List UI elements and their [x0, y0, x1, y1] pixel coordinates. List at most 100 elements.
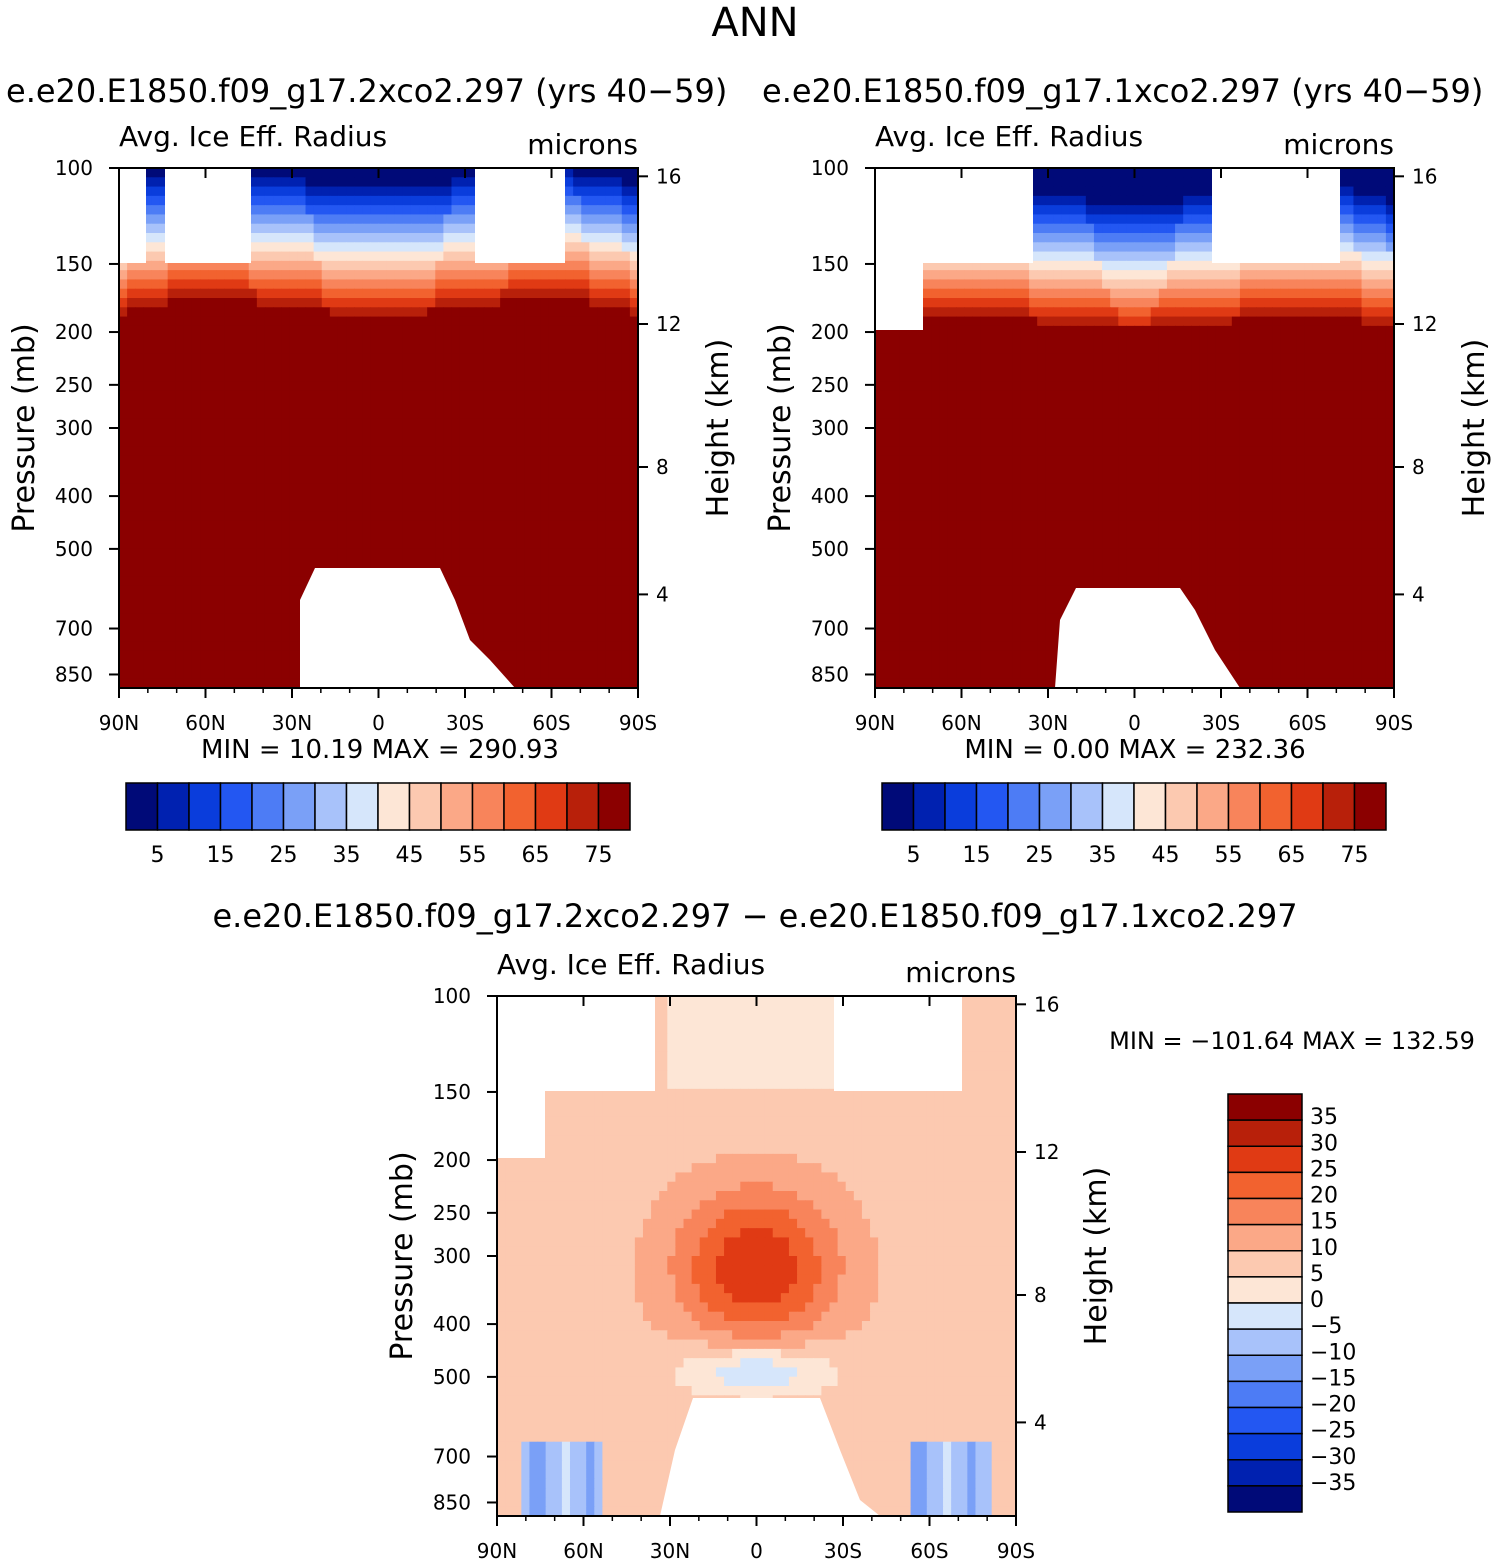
contour-cell: [532, 576, 542, 587]
contour-cell: [143, 660, 153, 671]
contour-cell: [621, 428, 631, 438]
contour-cell: [573, 270, 582, 281]
contour-cell: [1069, 353, 1079, 364]
contour-cell: [1118, 233, 1127, 243]
contour-cell: [281, 260, 290, 271]
contour-cell: [183, 650, 193, 661]
contour-cell: [548, 381, 558, 392]
contour-cell: [1150, 195, 1160, 206]
contour-cell: [208, 567, 217, 578]
contour-cell: [256, 325, 266, 336]
contour-cell: [191, 437, 201, 448]
contour-cell: [427, 214, 436, 225]
contour-cell: [281, 409, 290, 420]
contour-cell: [532, 493, 542, 503]
contour-cell: [289, 595, 299, 606]
contour-cell: [175, 502, 185, 513]
contour-cell: [1280, 316, 1290, 327]
contour-cell: [135, 669, 144, 680]
contour-cell: [516, 613, 526, 624]
contour-cell: [232, 437, 242, 448]
contour-cell: [467, 363, 477, 373]
contour-cell: [1102, 307, 1111, 318]
right-case-title: e.e20.E1850.f09_g17.1xco2.297 (yrs 40−59…: [762, 72, 1484, 110]
contour-cell: [1166, 233, 1176, 243]
contour-cell: [167, 585, 177, 596]
contour-cell: [216, 279, 226, 290]
contour-cell: [313, 390, 323, 401]
contour-cell: [1361, 186, 1371, 197]
contour-cell: [119, 595, 128, 606]
contour-cell: [581, 548, 590, 559]
contour-cell: [996, 325, 1006, 336]
contour-cell: [443, 446, 453, 457]
contour-cell: [281, 474, 290, 485]
contour-cell: [629, 678, 639, 689]
contour-cell: [370, 325, 380, 336]
contour-cell: [151, 632, 161, 643]
contour-cell: [565, 428, 574, 438]
contour-cell: [151, 288, 161, 299]
contour-cell: [410, 307, 420, 318]
contour-cell: [370, 437, 380, 448]
contour-cell: [1085, 279, 1095, 290]
contour-cell: [273, 177, 282, 188]
contour-cell: [1134, 307, 1144, 318]
contour-cell: [273, 390, 282, 401]
contour-cell: [1223, 260, 1233, 271]
contour-cell: [475, 641, 485, 652]
contour-cell: [240, 335, 250, 346]
contour-cell: [524, 465, 534, 476]
contour-cell: [167, 455, 177, 466]
contour-cell: [354, 195, 363, 206]
contour-cell: [248, 335, 258, 346]
contour-cell: [313, 446, 323, 457]
contour-cell: [313, 177, 323, 188]
contour-cell: [1191, 233, 1200, 243]
contour-cell: [451, 483, 461, 494]
contour-cell: [629, 344, 639, 355]
contour-cell: [435, 446, 444, 457]
contour-cell: [1134, 270, 1144, 281]
contour-cell: [565, 400, 574, 411]
contour-cell: [297, 177, 307, 188]
contour-cell: [143, 604, 153, 615]
contour-cell: [492, 335, 501, 346]
contour-cell: [939, 344, 949, 355]
contour-cell: [556, 520, 566, 531]
contour-cell: [589, 168, 599, 178]
contour-cell: [305, 418, 315, 429]
contour-cell: [573, 177, 582, 188]
contour-cell: [208, 613, 217, 624]
contour-cell: [540, 604, 550, 615]
contour-cell: [1377, 223, 1387, 234]
missing-data-region: [475, 168, 565, 263]
contour-cell: [597, 446, 607, 457]
contour-cell: [1150, 251, 1160, 262]
contour-cell: [289, 372, 299, 383]
contour-cell: [589, 325, 599, 336]
contour-cell: [980, 279, 990, 290]
contour-cell: [629, 669, 639, 680]
contour-cell: [923, 353, 933, 364]
contour-cell: [548, 437, 558, 448]
contour-cell: [135, 353, 144, 364]
contour-cell: [508, 260, 517, 271]
contour-cell: [289, 539, 299, 550]
contour-cell: [289, 465, 299, 476]
contour-cell: [1118, 307, 1127, 318]
contour-cell: [597, 465, 607, 476]
contour-cell: [597, 316, 607, 327]
contour-cell: [232, 678, 242, 689]
contour-cell: [232, 585, 242, 596]
contour-cell: [232, 632, 242, 643]
contour-cell: [629, 595, 639, 606]
contour-cell: [289, 298, 299, 308]
contour-cell: [183, 298, 193, 308]
contour-cell: [386, 270, 396, 281]
contour-cell: [613, 353, 623, 364]
contour-cell: [378, 316, 388, 327]
contour-cell: [597, 455, 607, 466]
contour-cell: [1142, 335, 1152, 346]
contour-cell: [305, 483, 315, 494]
